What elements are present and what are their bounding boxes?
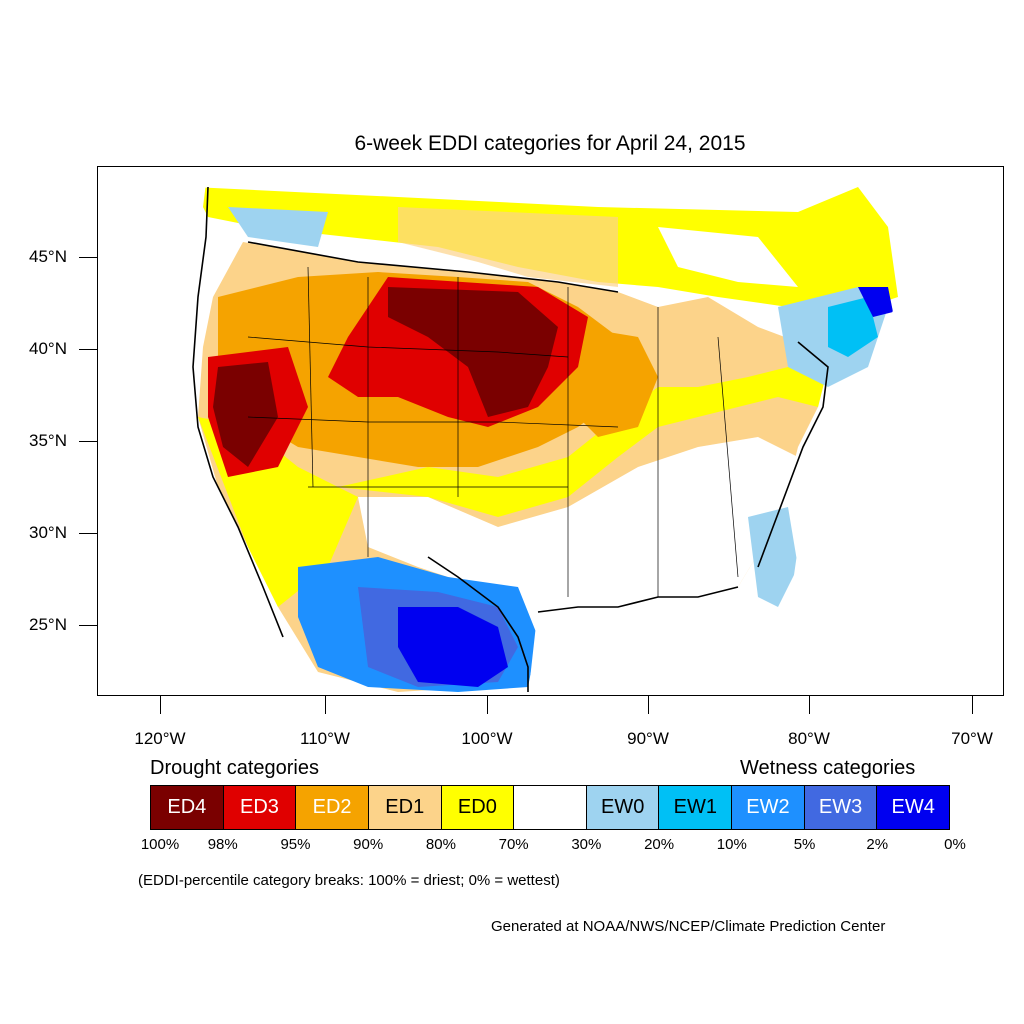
blue-texas-dark xyxy=(398,607,508,687)
credit-line: Generated at NOAA/NWS/NCEP/Climate Predi… xyxy=(491,918,886,935)
lon-label-70: 70°W xyxy=(951,729,993,748)
blue-ne-dark xyxy=(858,287,893,317)
canada-white xyxy=(658,227,798,287)
legend-box-ed2: ED2 xyxy=(296,786,369,829)
map-title: 6-week EDDI categories for April 24, 201… xyxy=(354,132,746,155)
darkred-west xyxy=(213,362,278,467)
lat-tick xyxy=(79,441,97,442)
break-label: 70% xyxy=(498,836,529,853)
legend-box-ew1: EW1 xyxy=(659,786,733,829)
lon-label-120: 120°W xyxy=(134,729,186,748)
break-label: 20% xyxy=(644,836,675,853)
lon-tick xyxy=(809,696,810,714)
lat-tick xyxy=(79,625,97,626)
lat-label-35: 35°N xyxy=(29,431,67,450)
darkred-plains xyxy=(388,287,558,417)
lon-tick xyxy=(160,696,161,714)
break-label: 90% xyxy=(353,836,384,853)
legend-box-ew0: EW0 xyxy=(586,786,660,829)
lat-label-40: 40°N xyxy=(29,339,67,358)
legend-box-neutral xyxy=(514,786,587,829)
atlantic-ocean xyxy=(788,267,1003,695)
orange-mw xyxy=(568,327,658,437)
break-label: 30% xyxy=(571,836,602,853)
state-borders xyxy=(247,266,739,597)
gulf-of-mexico xyxy=(528,597,758,695)
lat-tick xyxy=(79,257,97,258)
legend-box-ed4: ED4 xyxy=(151,786,224,829)
break-label: 95% xyxy=(280,836,311,853)
lon-tick xyxy=(487,696,488,714)
breaks-note: (EDDI-percentile category breaks: 100% =… xyxy=(138,872,560,889)
lon-label-100: 100°W xyxy=(461,729,513,748)
break-label: 2% xyxy=(866,836,889,853)
lat-label-30: 30°N xyxy=(29,523,67,542)
break-label: 100% xyxy=(140,836,180,853)
lat-tick xyxy=(79,533,97,534)
yellow-mid xyxy=(338,367,828,517)
lon-label-90: 90°W xyxy=(627,729,669,748)
blue-florida xyxy=(748,507,798,607)
pacific-ocean xyxy=(98,167,298,695)
lon-tick xyxy=(648,696,649,714)
lat-label-45: 45°N xyxy=(29,247,67,266)
break-label: 98% xyxy=(207,836,238,853)
lat-tick xyxy=(79,349,97,350)
legend-box-ed3: ED3 xyxy=(223,786,297,829)
lon-tick xyxy=(325,696,326,714)
eddi-map xyxy=(98,167,1003,695)
break-label: 0% xyxy=(944,836,966,853)
lat-label-25: 25°N xyxy=(29,615,67,634)
coastlines xyxy=(192,186,829,692)
lon-label-80: 80°W xyxy=(788,729,830,748)
lon-label-110: 110°W xyxy=(300,729,350,748)
drought-heading: Drought categories xyxy=(150,757,319,779)
white-south xyxy=(358,437,798,637)
legend-bar: ED4 ED3 ED2 ED1 ED0 EW0 EW1 EW2 EW3 EW4 xyxy=(150,785,950,830)
map-panel xyxy=(97,166,1004,696)
legend-box-ed1: ED1 xyxy=(368,786,442,829)
canada-tan xyxy=(398,207,618,287)
wetness-heading: Wetness categories xyxy=(740,757,916,779)
break-label: 80% xyxy=(425,836,456,853)
legend-box-ed0: ED0 xyxy=(441,786,515,829)
break-label: 10% xyxy=(716,836,747,853)
legend-box-ew4: EW4 xyxy=(877,786,950,829)
blue-ne-mid xyxy=(828,297,878,357)
break-label: 5% xyxy=(793,836,816,853)
legend-box-ew2: EW2 xyxy=(732,786,805,829)
canada-blue xyxy=(228,207,328,247)
lon-tick xyxy=(972,696,973,714)
legend-box-ew3: EW3 xyxy=(804,786,878,829)
